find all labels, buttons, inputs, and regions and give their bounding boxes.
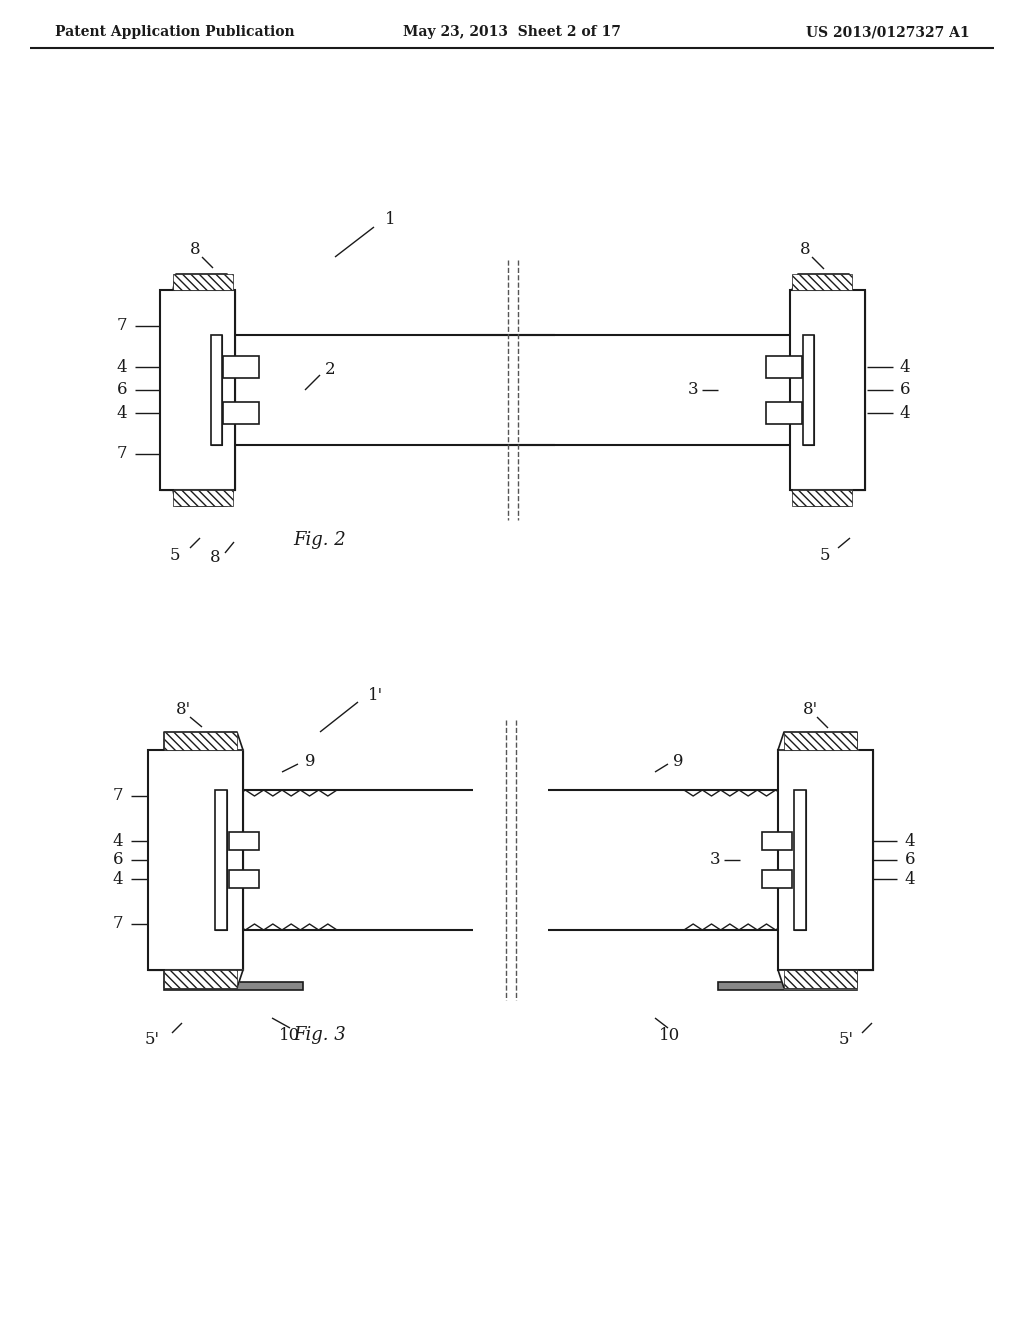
Text: 9: 9 <box>673 754 683 771</box>
Text: 5: 5 <box>820 546 830 564</box>
Bar <box>790 290 803 490</box>
Text: 2: 2 <box>325 362 335 379</box>
Bar <box>790 290 865 490</box>
Text: 10: 10 <box>280 1027 301 1044</box>
Bar <box>792 275 852 290</box>
Text: 8': 8' <box>175 701 190 718</box>
Text: 1: 1 <box>385 211 395 228</box>
Polygon shape <box>173 275 233 290</box>
Text: May 23, 2013  Sheet 2 of 17: May 23, 2013 Sheet 2 of 17 <box>403 25 621 40</box>
Bar <box>211 335 222 445</box>
Text: Fig. 2: Fig. 2 <box>294 531 346 549</box>
Text: 4: 4 <box>904 870 915 887</box>
Bar <box>778 750 794 970</box>
Bar <box>784 970 857 987</box>
Bar <box>718 982 857 990</box>
Bar <box>148 750 164 970</box>
Bar <box>794 789 806 931</box>
Bar <box>164 970 237 987</box>
Text: 4: 4 <box>117 404 127 421</box>
Polygon shape <box>173 490 233 506</box>
Bar <box>229 832 259 850</box>
Bar <box>164 982 303 990</box>
Text: 2: 2 <box>245 837 255 854</box>
Bar <box>223 403 259 424</box>
Text: 4: 4 <box>117 359 127 375</box>
Polygon shape <box>164 970 243 987</box>
Bar <box>778 750 873 970</box>
Text: 8': 8' <box>803 701 817 718</box>
Bar <box>215 789 227 931</box>
Bar <box>792 490 852 506</box>
Bar <box>173 490 233 506</box>
Text: 3: 3 <box>688 381 698 399</box>
Bar <box>766 403 802 424</box>
Bar <box>229 870 259 888</box>
Bar <box>803 335 814 445</box>
Bar <box>148 750 243 970</box>
Bar <box>222 290 234 490</box>
Bar <box>160 290 173 490</box>
Text: 7: 7 <box>113 788 123 804</box>
Bar <box>794 789 806 931</box>
Bar <box>803 335 814 445</box>
Bar <box>227 750 243 970</box>
Text: 4: 4 <box>900 359 910 375</box>
Text: 4: 4 <box>113 833 123 850</box>
Polygon shape <box>778 970 857 987</box>
Bar <box>852 290 865 490</box>
Bar <box>762 870 792 888</box>
Text: 3: 3 <box>710 851 720 869</box>
Text: 8: 8 <box>800 242 810 259</box>
Text: 6: 6 <box>117 381 127 399</box>
Text: 5': 5' <box>839 1031 853 1048</box>
Bar <box>164 733 237 750</box>
Polygon shape <box>778 733 857 750</box>
Bar <box>766 356 802 378</box>
Text: 1': 1' <box>368 686 383 704</box>
Text: 10: 10 <box>659 1027 681 1044</box>
Polygon shape <box>792 275 852 290</box>
Text: 7: 7 <box>113 916 123 932</box>
Text: 8: 8 <box>210 549 220 566</box>
Bar <box>762 832 792 850</box>
Text: Fig. 3: Fig. 3 <box>294 1026 346 1044</box>
Text: 6: 6 <box>905 851 915 869</box>
Bar <box>160 290 234 490</box>
Text: 5': 5' <box>144 1031 160 1048</box>
Polygon shape <box>164 733 243 750</box>
Text: 4: 4 <box>113 870 123 887</box>
Text: 6: 6 <box>900 381 910 399</box>
Bar <box>784 733 857 750</box>
Text: 6: 6 <box>113 851 123 869</box>
Text: 7: 7 <box>117 318 127 334</box>
Bar <box>173 275 233 290</box>
Bar <box>223 356 259 378</box>
Bar <box>211 335 222 445</box>
Bar <box>857 750 873 970</box>
Text: Patent Application Publication: Patent Application Publication <box>55 25 295 40</box>
Text: 4: 4 <box>900 404 910 421</box>
Text: 7: 7 <box>117 446 127 462</box>
Polygon shape <box>792 490 852 506</box>
Text: 8: 8 <box>189 242 201 259</box>
Bar <box>215 789 227 931</box>
Text: US 2013/0127327 A1: US 2013/0127327 A1 <box>806 25 970 40</box>
Text: 5: 5 <box>170 546 180 564</box>
Text: 9: 9 <box>305 754 315 771</box>
Text: 4: 4 <box>904 833 915 850</box>
